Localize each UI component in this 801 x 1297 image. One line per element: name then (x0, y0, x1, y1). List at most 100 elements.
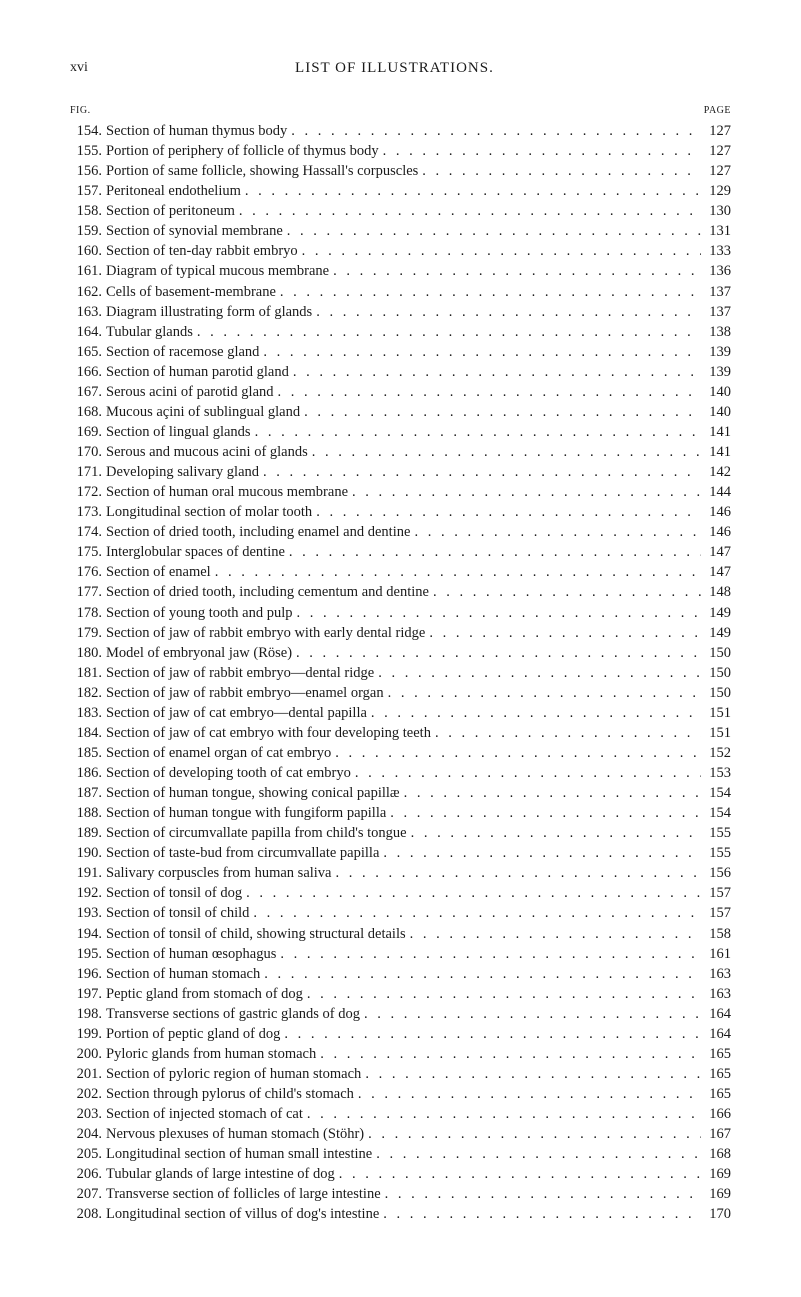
page-number: 148 (701, 583, 731, 603)
entry-title: Section of jaw of rabbit embryo—dental r… (106, 664, 374, 684)
dot-leader (259, 463, 701, 483)
dot-leader (400, 784, 701, 804)
figure-number: 158. (70, 202, 102, 222)
page-roman-numeral: xvi (70, 60, 88, 77)
list-entry: 187.Section of human tongue, showing con… (70, 784, 731, 804)
figure-number: 164. (70, 323, 102, 343)
page-number: 127 (701, 122, 731, 142)
page-number: 158 (701, 925, 731, 945)
figure-number: 206. (70, 1165, 102, 1185)
list-entry: 183.Section of jaw of cat embryo—dental … (70, 704, 731, 724)
page-number: 141 (701, 423, 731, 443)
entry-title: Serous acini of parotid gland (106, 383, 274, 403)
dot-leader (276, 945, 701, 965)
page-number: 141 (701, 443, 731, 463)
fig-column-header: FIG. (70, 105, 91, 116)
entry-title: Section through pylorus of child's stoma… (106, 1085, 354, 1105)
entry-title: Section of tonsil of child, showing stru… (106, 925, 406, 945)
list-entry: 199.Portion of peptic gland of dog164 (70, 1025, 731, 1045)
list-entry: 162.Cells of basement-membrane137 (70, 283, 731, 303)
list-entry: 171.Developing salivary gland142 (70, 463, 731, 483)
entry-title: Salivary corpuscles from human saliva (106, 864, 332, 884)
page-number: 165 (701, 1085, 731, 1105)
dot-leader (303, 1105, 701, 1125)
entry-title: Section of circumvallate papilla from ch… (106, 824, 407, 844)
dot-leader (274, 383, 701, 403)
page-number: 150 (701, 684, 731, 704)
figure-number: 168. (70, 403, 102, 423)
entry-title: Diagram illustrating form of glands (106, 303, 312, 323)
figure-number: 199. (70, 1025, 102, 1045)
list-entry: 165.Section of racemose gland139 (70, 343, 731, 363)
figure-number: 172. (70, 483, 102, 503)
entry-title: Peptic gland from stomach of dog (106, 985, 303, 1005)
entry-title: Section of human œsophagus (106, 945, 276, 965)
figure-number: 190. (70, 844, 102, 864)
list-entry: 168.Mucous açini of sublingual gland140 (70, 403, 731, 423)
entry-title: Section of human parotid gland (106, 363, 289, 383)
entry-title: Pyloric glands from human stomach (106, 1045, 316, 1065)
dot-leader (211, 563, 701, 583)
list-entry: 169.Section of lingual glands 141 (70, 423, 731, 443)
list-entry: 164.Tubular glands 138 (70, 323, 731, 343)
entry-title: Tubular glands (106, 323, 193, 343)
page-number: 142 (701, 463, 731, 483)
list-entry: 155.Portion of periphery of follicle of … (70, 142, 731, 162)
page-number: 130 (701, 202, 731, 222)
list-entry: 194.Section of tonsil of child, showing … (70, 925, 731, 945)
page-number: 149 (701, 604, 731, 624)
entry-title: Longitudinal section of villus of dog's … (106, 1205, 379, 1225)
list-entry: 154.Section of human thymus body127 (70, 122, 731, 142)
page-number: 163 (701, 965, 731, 985)
dot-leader (372, 1145, 701, 1165)
figure-number: 173. (70, 503, 102, 523)
list-entry: 176.Section of enamel147 (70, 563, 731, 583)
dot-leader (335, 1165, 701, 1185)
figure-number: 181. (70, 664, 102, 684)
dot-leader (386, 804, 701, 824)
page-number: 149 (701, 624, 731, 644)
entry-title: Longitudinal section of human small inte… (106, 1145, 372, 1165)
page-number: 170 (701, 1205, 731, 1225)
entry-title: Section of synovial membrane (106, 222, 283, 242)
dot-leader (354, 1085, 701, 1105)
figure-number: 169. (70, 423, 102, 443)
page-number: 156 (701, 864, 731, 884)
list-entry: 178.Section of young tooth and pulp149 (70, 604, 731, 624)
page-number: 165 (701, 1065, 731, 1085)
page-number: 138 (701, 323, 731, 343)
dot-leader (193, 323, 701, 343)
page-number: 136 (701, 262, 731, 282)
dot-leader (287, 122, 701, 142)
page-number: 147 (701, 563, 731, 583)
list-entry: 172.Section of human oral mucous membran… (70, 483, 731, 503)
page-number: 154 (701, 784, 731, 804)
entry-title: Section of dried tooth, including enamel… (106, 523, 410, 543)
page-title: LIST OF ILLUSTRATIONS. (295, 60, 494, 77)
figure-number: 188. (70, 804, 102, 824)
entry-title: Peritoneal endothelium (106, 182, 241, 202)
page-number: 133 (701, 242, 731, 262)
page-number: 146 (701, 503, 731, 523)
list-entry: 181.Section of jaw of rabbit embryo—dent… (70, 664, 731, 684)
page-number: 165 (701, 1045, 731, 1065)
page-number: 147 (701, 543, 731, 563)
figure-number: 182. (70, 684, 102, 704)
entry-title: Model of embryonal jaw (Röse) (106, 644, 292, 664)
figure-number: 170. (70, 443, 102, 463)
figure-number: 189. (70, 824, 102, 844)
entry-title: Longitudinal section of molar tooth (106, 503, 312, 523)
figure-number: 161. (70, 262, 102, 282)
entry-title: Section of enamel organ of cat embryo (106, 744, 331, 764)
list-entry: 159.Section of synovial membrane131 (70, 222, 731, 242)
entry-title: Section of lingual glands (106, 423, 251, 443)
dot-leader (298, 242, 701, 262)
list-entry: 156.Portion of same follicle, showing Ha… (70, 162, 731, 182)
dot-leader (312, 503, 701, 523)
list-entry: 185.Section of enamel organ of cat embry… (70, 744, 731, 764)
list-entry: 170.Serous and mucous acini of glands141 (70, 443, 731, 463)
dot-leader (308, 443, 701, 463)
figure-number: 179. (70, 624, 102, 644)
dot-leader (374, 664, 701, 684)
figure-number: 196. (70, 965, 102, 985)
